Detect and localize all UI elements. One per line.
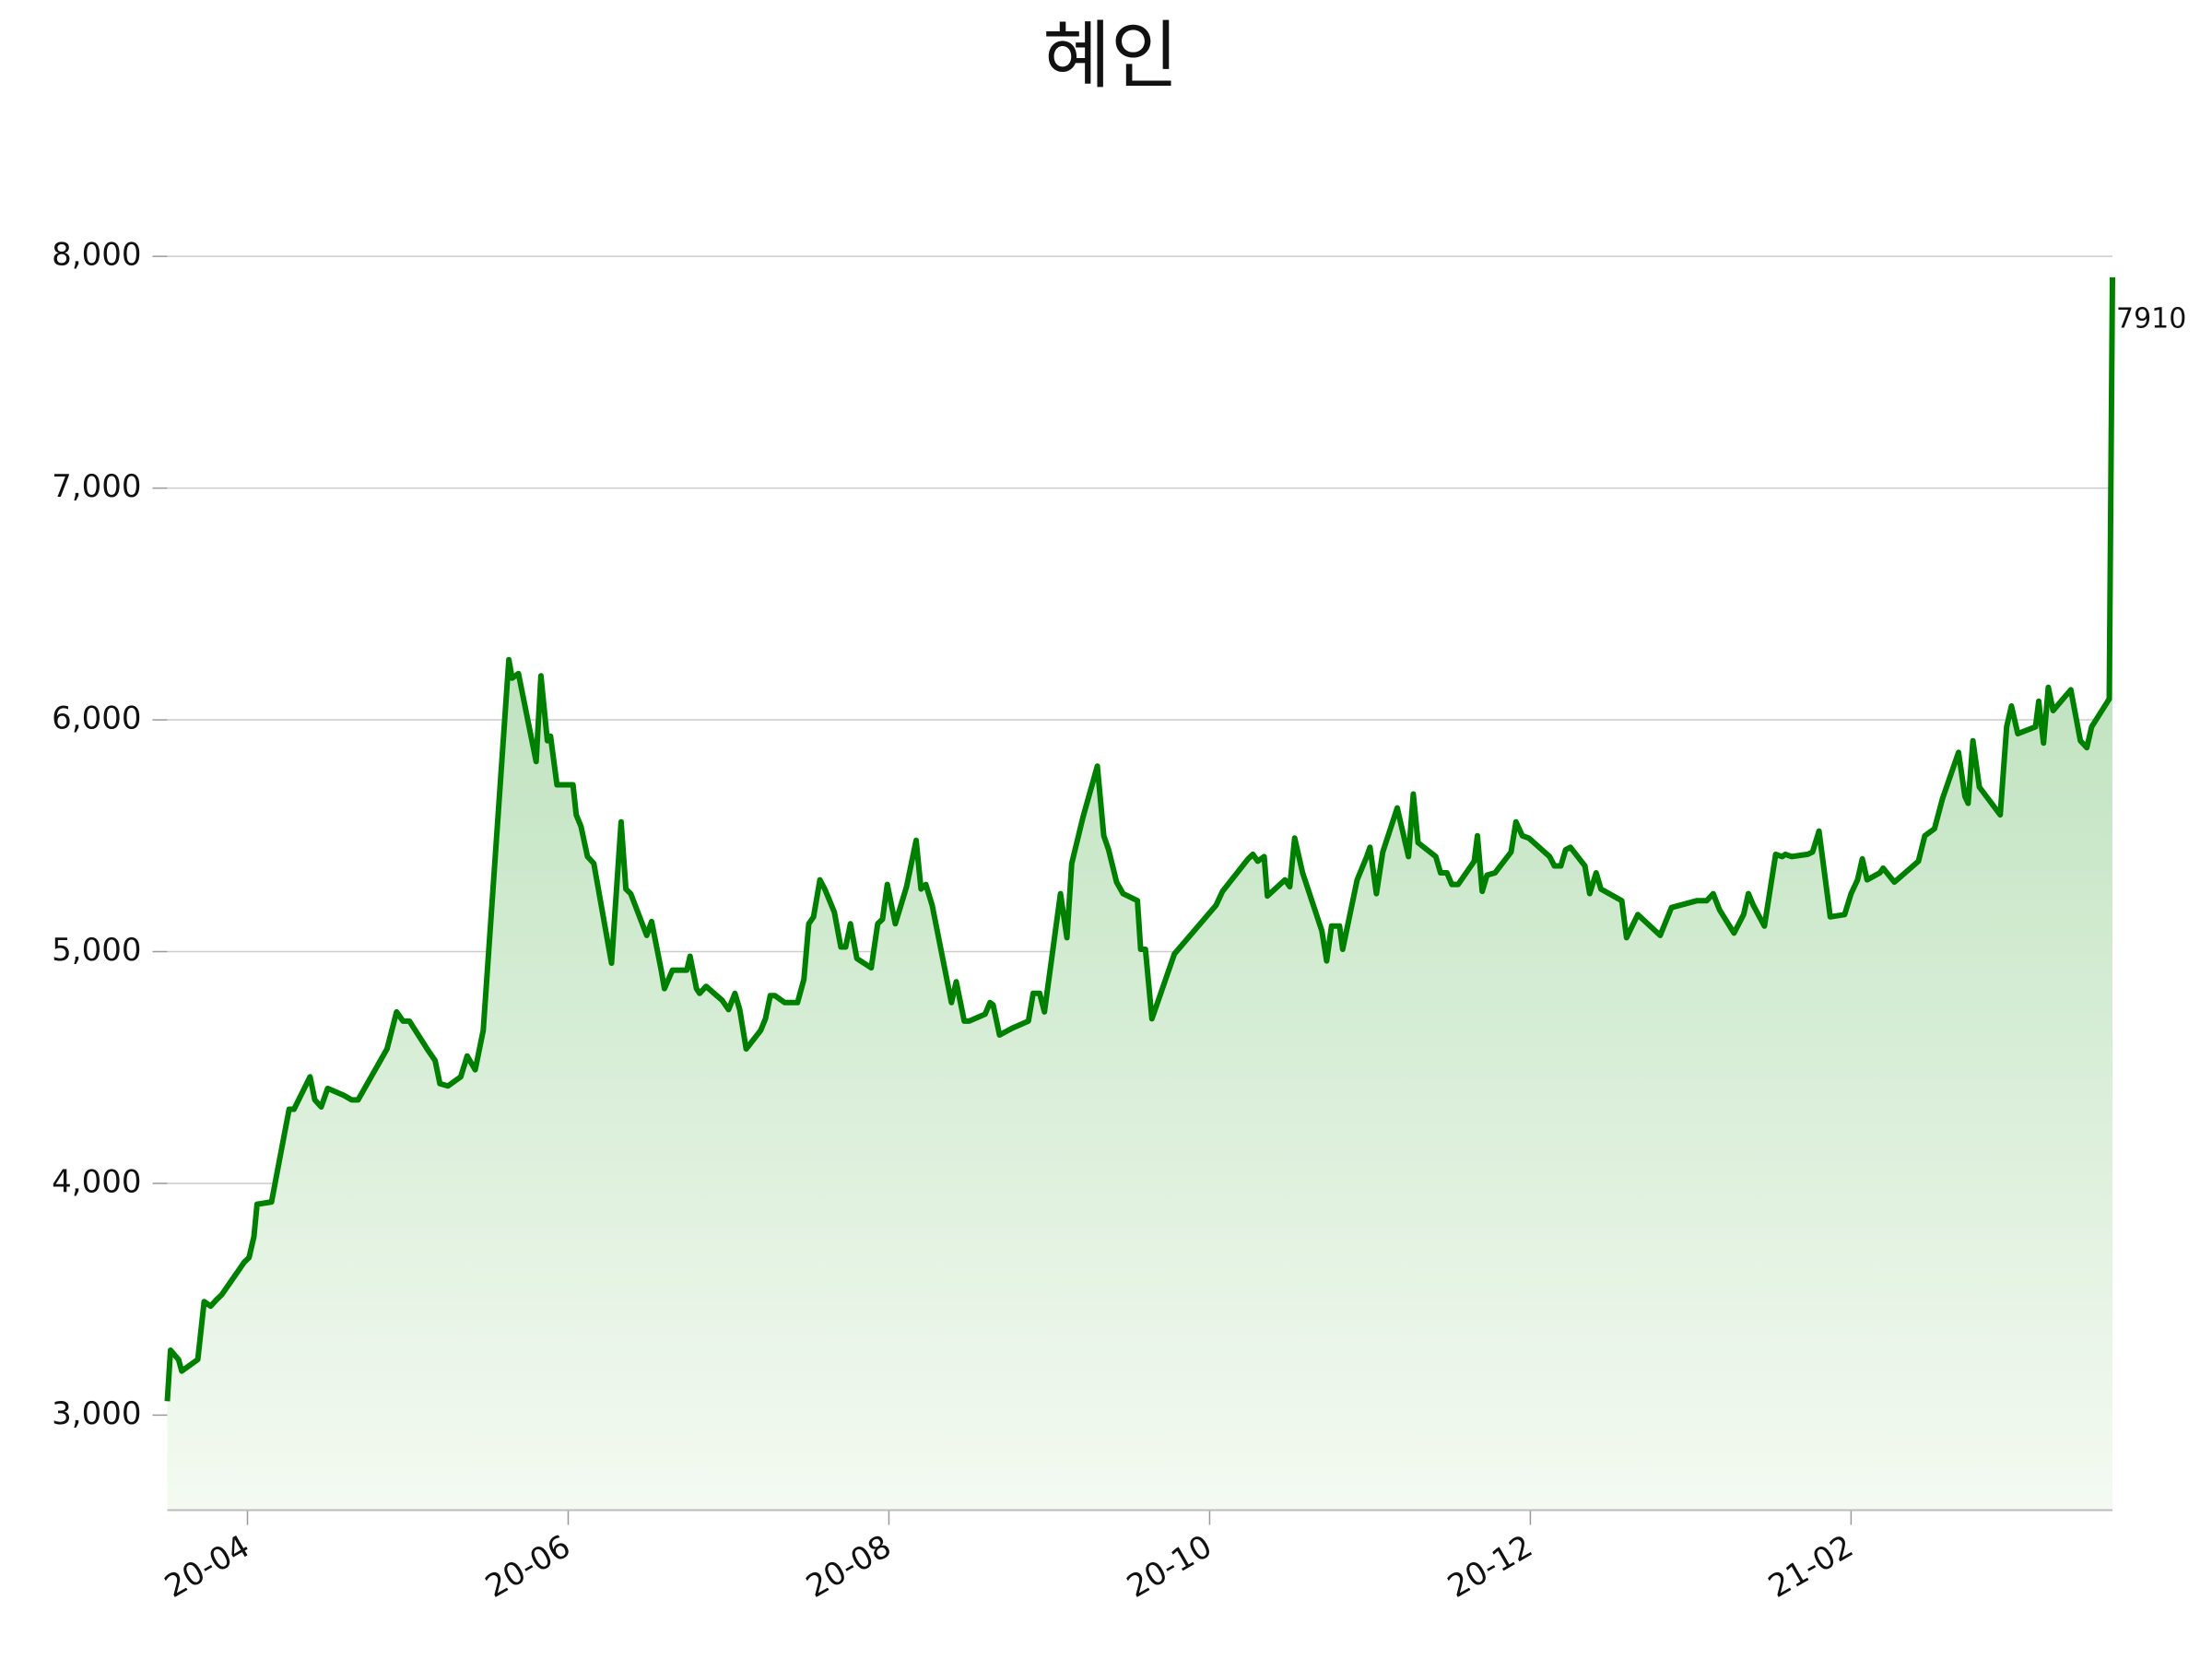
x-tick-label: 20-12 [1441, 1528, 1539, 1606]
x-tick-label: 21-02 [1762, 1528, 1860, 1606]
value-label: 7910 [2116, 302, 2186, 335]
y-tick-label: 3,000 [52, 1395, 141, 1432]
area [167, 276, 2112, 1511]
x-tick-label: 20-06 [479, 1528, 577, 1606]
line [164, 276, 2115, 1402]
x-tick-label: 20-08 [800, 1528, 898, 1606]
y-tick-label: 4,000 [52, 1163, 141, 1200]
chart-title: 혜인 [1042, 13, 1178, 99]
y-tick-label: 8,000 [52, 237, 141, 274]
y-tick-label: 5,000 [52, 932, 141, 969]
x-tick-label: 20-10 [1121, 1528, 1218, 1606]
y-tick-label: 7,000 [52, 468, 141, 505]
y-tick-label: 6,000 [52, 700, 141, 737]
x-tick-label: 20-04 [159, 1528, 256, 1606]
